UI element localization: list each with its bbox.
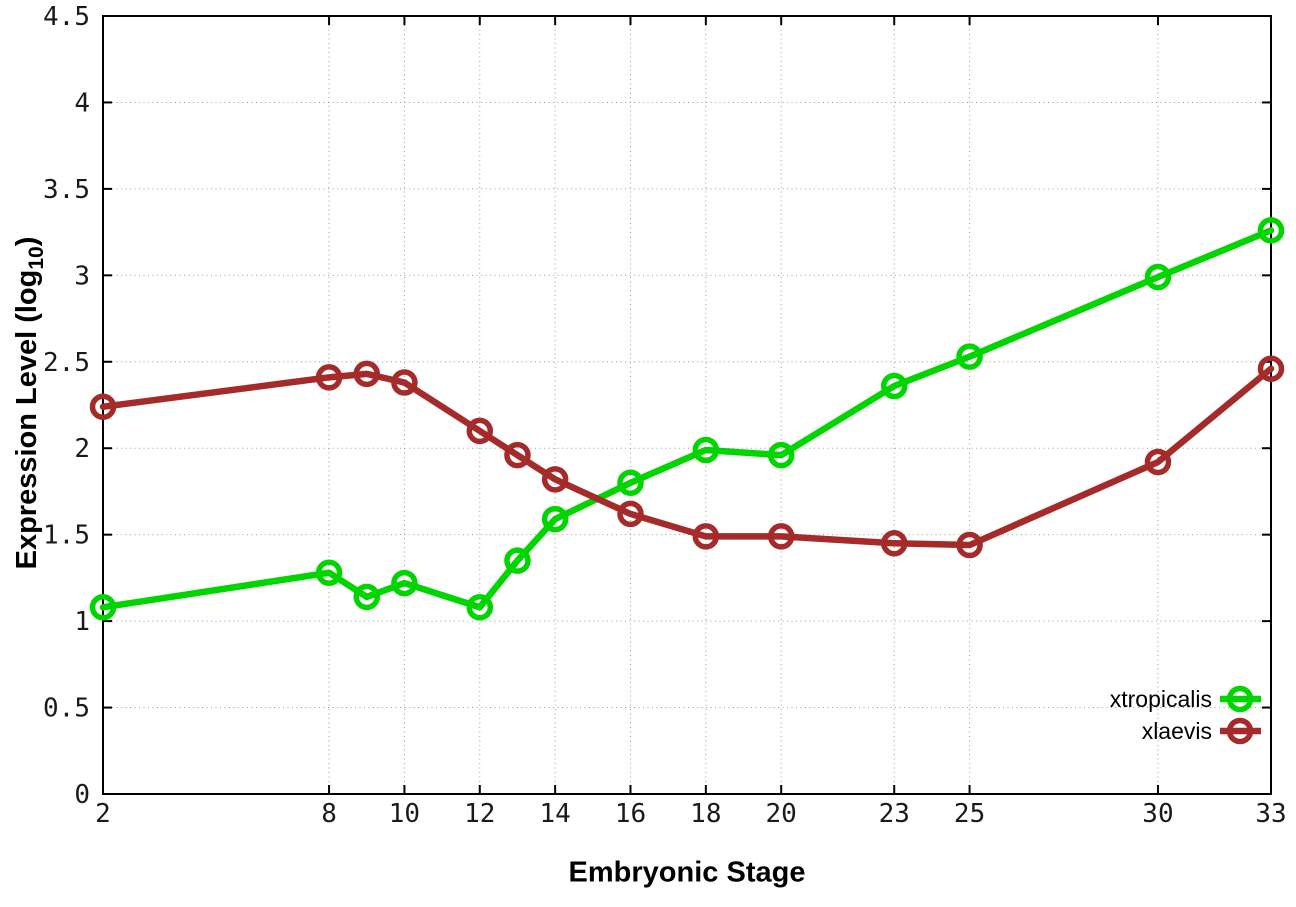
plot-border: [102, 15, 1272, 795]
data-point-xlaevis: [617, 500, 644, 528]
data-point-xtropicalis: [880, 372, 908, 400]
data-point-xtropicalis: [504, 547, 531, 574]
data-point-xtropicalis: [466, 594, 494, 621]
y-tick-label: 4.5: [43, 2, 90, 32]
x-tick-label: 8: [321, 799, 337, 829]
x-axis-title-text: Embryonic Stage: [568, 856, 806, 889]
y-axis-title-close: ): [11, 236, 44, 247]
data-point-xlaevis: [541, 466, 569, 493]
y-tick-label: 2.5: [43, 348, 90, 378]
legend-label-xlaevis: xlaevis: [1142, 718, 1212, 744]
data-point-xtropicalis: [541, 505, 569, 533]
x-tick-label: 33: [1255, 799, 1286, 829]
data-point-xlaevis: [692, 523, 720, 550]
x-tick-label: 14: [539, 799, 570, 829]
x-tick-label: 12: [464, 799, 495, 829]
data-point-xtropicalis: [89, 594, 117, 621]
data-point-xlaevis: [391, 369, 418, 396]
x-tick-label: 10: [389, 799, 420, 829]
data-point-xlaevis: [315, 364, 343, 391]
x-tick-label: 18: [690, 799, 721, 829]
y-axis-title-subscript: 10: [24, 246, 48, 270]
data-point-xlaevis: [353, 360, 380, 388]
data-point-xtropicalis: [1257, 217, 1285, 244]
data-point-xtropicalis: [956, 343, 983, 370]
x-tick-label: 30: [1142, 799, 1173, 829]
x-tick-label: 23: [879, 799, 910, 829]
data-point-xlaevis: [466, 417, 494, 445]
data-point-xtropicalis: [1144, 263, 1172, 291]
legend-sample-point-xtropicalis: [1226, 685, 1254, 713]
data-point-xtropicalis: [391, 569, 418, 597]
y-tick-label: 2: [74, 434, 90, 464]
data-point-xlaevis: [89, 393, 117, 420]
data-point-xtropicalis: [767, 441, 795, 469]
data-point-xlaevis: [504, 441, 531, 469]
data-point-xlaevis: [956, 531, 983, 559]
y-tick-label: 3.5: [43, 175, 90, 205]
y-tick-label: 4: [74, 88, 90, 118]
series-line-xtropicalis: [99, 227, 1275, 611]
y-tick-label: 0.5: [43, 694, 90, 724]
legend-sample-point-xlaevis: [1226, 717, 1254, 745]
y-tick-label: 1.5: [43, 521, 90, 551]
data-point-xtropicalis: [315, 559, 343, 586]
data-point-xtropicalis: [353, 583, 380, 611]
x-tick-label: 25: [954, 799, 985, 829]
data-point-xlaevis: [1144, 448, 1172, 476]
data-point-xtropicalis: [617, 469, 644, 497]
data-point-xlaevis: [880, 530, 908, 557]
x-tick-label: 2: [95, 799, 111, 829]
x-tick-label: 16: [615, 799, 646, 829]
x-tick-label: 20: [766, 799, 797, 829]
y-tick-label: 3: [74, 261, 90, 291]
y-axis-title-text: Expression Level (log: [11, 269, 44, 570]
y-tick-label: 0: [74, 780, 90, 810]
legend-label-xtropicalis: xtropicalis: [1110, 686, 1212, 712]
y-tick-label: 1: [74, 607, 90, 637]
data-point-xtropicalis: [692, 436, 720, 464]
data-point-xlaevis: [767, 523, 795, 550]
data-point-xlaevis: [1257, 355, 1285, 382]
